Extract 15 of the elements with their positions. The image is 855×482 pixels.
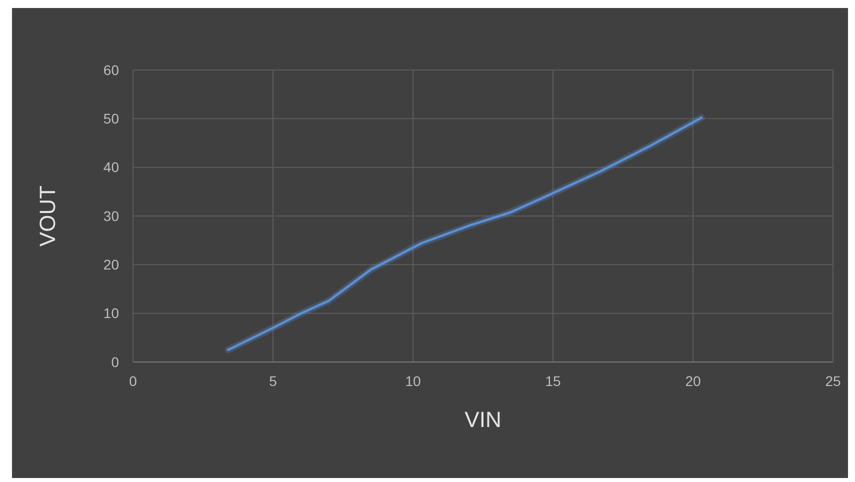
y-axis-title: VOUT: [35, 185, 60, 247]
x-axis-title: VIN: [464, 407, 502, 432]
x-tick-label: 0: [129, 373, 138, 389]
x-tick-label: 10: [405, 373, 421, 389]
y-tick-label: 20: [103, 256, 120, 273]
y-tick-label: 50: [103, 110, 120, 127]
y-tick-label: 60: [103, 62, 120, 78]
x-tick-label: 25: [825, 373, 841, 389]
x-tick-label: 15: [545, 373, 561, 389]
y-tick-label: 0: [111, 354, 120, 370]
x-tick-label: 5: [269, 373, 278, 389]
x-tick-label: 20: [685, 373, 701, 389]
y-tick-label: 10: [103, 305, 120, 322]
y-tick-label: 30: [103, 208, 120, 224]
y-tick-label: 40: [103, 159, 120, 176]
